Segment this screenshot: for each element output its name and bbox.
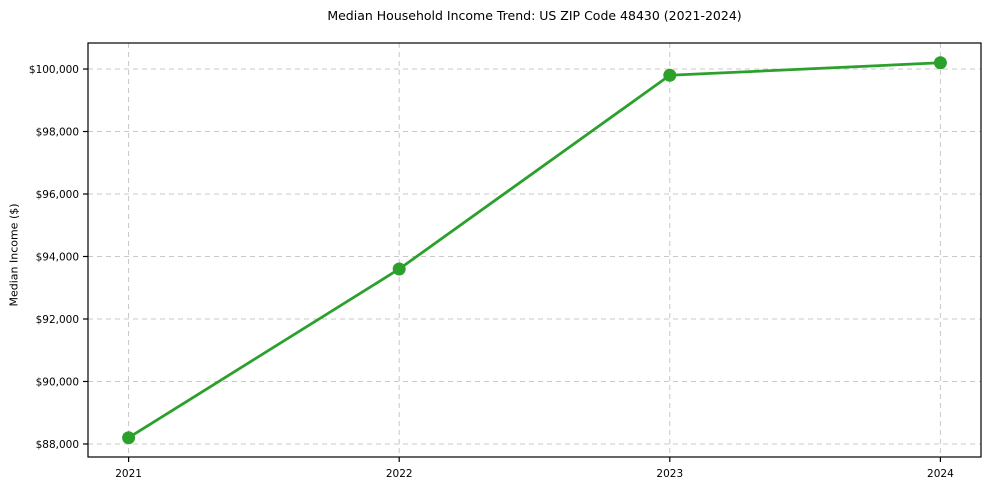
plot-border — [87, 42, 982, 458]
data-point-2022 — [392, 262, 406, 276]
y-tick-label: $92,000 — [36, 314, 79, 326]
y-tick-label: $96,000 — [36, 189, 79, 201]
chart-title: Median Household Income Trend: US ZIP Co… — [327, 8, 742, 23]
x-tick-label: 2022 — [386, 468, 413, 480]
y-tick-label: $90,000 — [36, 376, 79, 388]
y-tick-label: $98,000 — [36, 126, 79, 138]
x-tick-label: 2023 — [656, 468, 683, 480]
data-point-2024 — [933, 56, 947, 70]
data-point-2023 — [663, 68, 677, 82]
data-point-2021 — [122, 431, 136, 445]
x-tick-label: 2024 — [927, 468, 954, 480]
trend-line — [127, 61, 942, 440]
x-tick-label: 2021 — [115, 468, 142, 480]
y-tick-label: $88,000 — [36, 439, 79, 451]
y-tick-label: $100,000 — [29, 64, 79, 76]
y-tick-label: $94,000 — [36, 251, 79, 263]
